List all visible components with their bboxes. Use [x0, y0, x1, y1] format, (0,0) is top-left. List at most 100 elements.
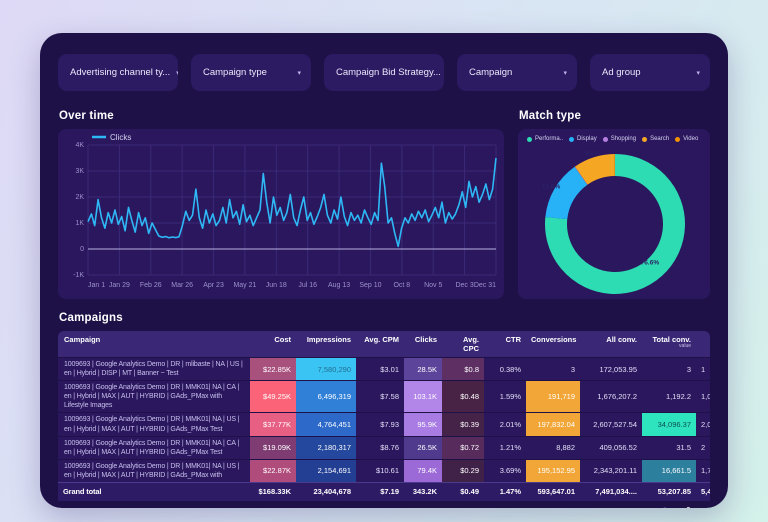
legend-item-performa[interactable]: Performa..	[527, 136, 563, 142]
metric-cell: 79.4K	[404, 458, 442, 483]
metric-cell: 1,192.2	[642, 380, 696, 413]
column-header-ctr[interactable]: CTR	[484, 331, 526, 358]
metric-cell: 8,882	[526, 435, 580, 460]
x-axis-tick: Feb 26	[140, 282, 162, 289]
donut-legend: Performa.. Display Shopping Search Video	[527, 136, 708, 142]
metric-cell: 2,0	[696, 412, 710, 437]
x-axis-tick: Dec 31	[474, 282, 496, 289]
chevron-right-icon[interactable]: ❯	[684, 507, 696, 508]
metric-cell: $22.85K	[250, 356, 296, 381]
metric-cell: 1.59%	[484, 380, 526, 413]
table-row[interactable]: 1009693 | Google Analytics Demo | DR | M…	[58, 380, 710, 413]
metric-cell: 1,676,207.2	[580, 380, 642, 413]
legend-label: Performa..	[535, 136, 564, 142]
filter-label: Campaign type	[203, 67, 267, 78]
metric-cell: 1,0	[696, 380, 710, 413]
metric-cell: 28.5K	[404, 356, 442, 381]
grand-total-cell: $7.19	[356, 482, 404, 501]
x-axis-tick: Sep 10	[359, 282, 381, 289]
match-type-donut-chart: 76.6% 13.6% 9.6%	[542, 151, 685, 294]
x-axis-tick: Mar 26	[171, 282, 193, 289]
column-header-conversions[interactable]: Conversions	[526, 331, 580, 358]
grand-total-cell: 593,647.01	[526, 482, 580, 501]
grand-total-label: Grand total	[58, 482, 250, 501]
metric-cell: 2,154,691	[296, 458, 356, 483]
legend-label: Search	[650, 136, 670, 142]
column-header-extra[interactable]	[696, 331, 710, 358]
x-axis-tick: Apr 23	[203, 282, 224, 289]
table-row[interactable]: 1009693 | Google Analytics Demo | DR | M…	[58, 458, 710, 483]
metric-cell: 197,832.04	[526, 412, 580, 437]
x-axis-tick: Jan 29	[109, 282, 130, 289]
metric-cell: 3.69%	[484, 458, 526, 483]
column-header-all-conv-[interactable]: All conv.	[580, 331, 642, 358]
legend-item-search[interactable]: Search	[642, 136, 669, 142]
legend-label: Display	[577, 136, 597, 142]
filter-bar: Advertising channel ty... ▾ Campaign typ…	[40, 33, 728, 91]
grand-total-cell: $0.49	[442, 482, 484, 501]
table-row[interactable]: 1009693 | Google Analytics Demo | DR | m…	[58, 356, 710, 381]
metric-cell: $19.09K	[250, 435, 296, 460]
legend-item-video[interactable]: Video	[675, 136, 698, 142]
filter-ad-group[interactable]: Ad group ▾	[590, 54, 710, 91]
metric-cell: 1,7	[696, 458, 710, 483]
x-axis-tick: Nov 5	[424, 282, 442, 289]
metric-cell: $8.76	[356, 435, 404, 460]
chevron-left-icon[interactable]: ❮	[657, 507, 669, 508]
metric-cell: 26.5K	[404, 435, 442, 460]
clicks-series-line	[87, 157, 497, 248]
grand-total-cell: 23,404,678	[296, 482, 356, 501]
table-row[interactable]: 1009693 | Google Analytics Demo | DR | M…	[58, 435, 710, 460]
legend-label: Video	[683, 136, 699, 142]
over-time-panel: Jan 1 Jan 29 Feb 26 Mar 26 Apr 23 May 21 Jun 1…	[58, 129, 504, 299]
x-axis-tick: Jul 16	[298, 282, 317, 289]
column-header-avg-cpc[interactable]: Avg. CPC	[442, 331, 484, 358]
y-axis-tick: 3K	[75, 168, 84, 175]
column-header-avg-cpm[interactable]: Avg. CPM	[356, 331, 404, 358]
legend-dot	[675, 136, 681, 142]
column-header-cost[interactable]: Cost	[250, 331, 296, 358]
match-type-panel: Performa.. Display Shopping Search Video 76.…	[518, 129, 710, 299]
grand-total-cell: 5,4	[696, 482, 710, 501]
over-time-title: Over time	[59, 110, 114, 122]
metric-cell: $0.29	[442, 458, 484, 483]
x-axis-tick: Oct 8	[393, 282, 410, 289]
legend-item-display[interactable]: Display	[569, 136, 597, 142]
donut-slice-label: 9.6%	[585, 151, 600, 158]
column-header-clicks[interactable]: Clicks	[404, 331, 442, 358]
grand-total-cell: 7,491,034....	[580, 482, 642, 501]
line-legend-label: Clicks	[110, 133, 131, 142]
metric-cell: 191,719	[526, 380, 580, 413]
metric-cell: 4,764,451	[296, 412, 356, 437]
legend-item-shopping[interactable]: Shopping	[602, 136, 636, 142]
campaigns-table-wrap: Campaign Cost Impressions Avg. CPM Clicks Avg…	[58, 331, 710, 501]
donut-slice-performa	[545, 154, 685, 294]
column-header-campaign[interactable]: Campaign	[58, 331, 250, 358]
column-header-impressions[interactable]: Impressions	[296, 331, 356, 358]
legend-dot	[642, 136, 648, 142]
metric-cell: 103.1K	[404, 380, 442, 413]
table-header-row: Campaign Cost Impressions Avg. CPM Clicks Avg…	[58, 331, 710, 358]
filter-campaign-bid-strategy[interactable]: Campaign Bid Strategy... ▾	[324, 54, 444, 91]
filter-campaign[interactable]: Campaign ▾	[457, 54, 577, 91]
metric-cell: $37.77K	[250, 412, 296, 437]
metric-cell: $0.72	[442, 435, 484, 460]
metric-cell: 2,607,527.54	[580, 412, 642, 437]
grand-total-cell: $168.33K	[250, 482, 296, 501]
filter-campaign-type[interactable]: Campaign type ▾	[191, 54, 311, 91]
metric-cell: $3.01	[356, 356, 404, 381]
metric-cell: 0.38%	[484, 356, 526, 381]
filter-advertising-channel-type[interactable]: Advertising channel ty... ▾	[58, 54, 178, 91]
legend-dot	[527, 136, 532, 142]
table-row[interactable]: 1009693 | Google Analytics Demo | DR | M…	[58, 412, 710, 437]
campaign-cell: 1009693 | Google Analytics Demo | DR | M…	[58, 458, 250, 483]
dashboard-card: Advertising channel ty... ▾ Campaign typ…	[40, 33, 728, 508]
chevron-down-icon: ▾	[297, 69, 301, 77]
y-axis-tick: 2K	[75, 194, 84, 201]
metric-cell: 1.21%	[484, 435, 526, 460]
column-header-total-conv-[interactable]: Total conv. value	[642, 331, 696, 358]
clicks-line-chart: Jan 1 Jan 29 Feb 26 Mar 26 Apr 23 May 21 Jun 1…	[73, 133, 497, 289]
metric-cell: $0.48	[442, 380, 484, 413]
filter-label: Campaign Bid Strategy...	[336, 67, 441, 78]
chevron-down-icon: ▾	[563, 69, 567, 77]
